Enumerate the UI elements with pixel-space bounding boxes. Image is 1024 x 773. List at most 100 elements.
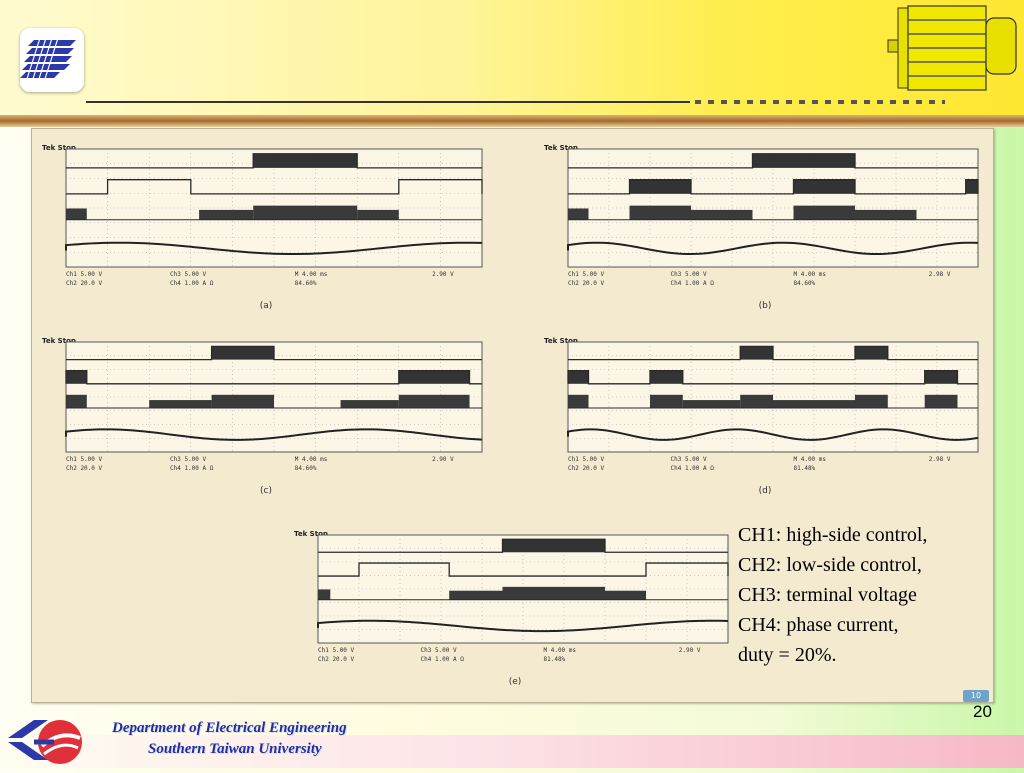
scope-noise-band xyxy=(502,586,605,600)
note-ch4: CH4: phase current, xyxy=(738,614,899,636)
header-rule xyxy=(86,101,690,103)
header-dashed-rule xyxy=(695,100,945,104)
scope-pwm-block xyxy=(965,179,978,194)
scope-pwm-block xyxy=(629,179,691,194)
scope-readout: M 4.00 ms xyxy=(295,456,328,463)
scope-noise-band xyxy=(253,205,358,220)
scope-trace xyxy=(66,153,482,169)
scope-noise-band xyxy=(691,209,753,220)
note-ch3: CH3: terminal voltage xyxy=(738,584,917,606)
scope-pwm-block xyxy=(253,153,358,168)
scope-noise-band xyxy=(398,394,470,408)
scope-readout: Ch3 5.00 V xyxy=(170,456,207,463)
footer-band xyxy=(0,735,1024,768)
header-divider-bar xyxy=(0,115,1024,127)
scope-pwm-block xyxy=(740,346,773,360)
scope-noise-band xyxy=(568,208,589,220)
scope-noise-band xyxy=(66,394,87,408)
university-name: Southern Taiwan University xyxy=(148,741,322,757)
scope-pwm-block xyxy=(752,153,855,168)
page-number: 20 xyxy=(973,702,992,721)
scope-caption: (d) xyxy=(758,486,772,496)
scope-noise-band xyxy=(650,394,683,408)
scope-readout: Ch4 1.00 A Ω xyxy=(170,280,214,287)
scope-noise-band xyxy=(318,589,331,600)
note-ch2: CH2: low-side control, xyxy=(738,554,922,576)
scope-trace xyxy=(567,369,978,385)
scope-readout: 2.98 V xyxy=(929,271,951,278)
scope-d: Tek Stop Ch1 5.00 V Ch2 20.0 V Ch3 5.00 V Ch… xyxy=(540,334,990,509)
scope-readout: Ch2 20.0 V xyxy=(66,465,103,472)
scope-header: Tek Stop xyxy=(42,144,76,152)
scope-trace xyxy=(568,179,979,195)
scope-readout: Ch4 1.00 A Ω xyxy=(421,656,465,663)
scope-pwm-block xyxy=(568,370,589,384)
scope-readout: Ch4 1.00 A Ω xyxy=(170,465,214,472)
scope-readout: M 4.00 ms xyxy=(794,271,827,278)
scope-pwm-block xyxy=(66,370,87,384)
scope-readout: 81.48% xyxy=(794,465,816,472)
channel-notes: CH1: high-side control, CH2: low-side co… xyxy=(738,520,998,670)
scope-noise-band xyxy=(855,394,888,408)
scope-c: Tek Stop Ch1 5.00 V Ch2 20.0 V Ch3 5.00 V Ch… xyxy=(38,334,494,509)
scope-readout: Ch4 1.00 A Ω xyxy=(671,280,715,287)
scope-noise-band xyxy=(855,209,917,220)
scope-readout: M 4.00 ms xyxy=(544,647,577,654)
scope-readout: Ch2 20.0 V xyxy=(568,465,605,472)
scope-readout: Ch2 20.0 V xyxy=(568,280,605,287)
scope-readout: Ch2 20.0 V xyxy=(318,656,355,663)
scope-trace xyxy=(568,153,978,169)
scope-noise-band xyxy=(629,205,691,220)
scope-caption: (e) xyxy=(508,677,522,687)
scope-trace xyxy=(66,179,483,195)
scope-header: Tek Stop xyxy=(42,337,76,345)
scope-header: Tek Stop xyxy=(544,337,578,345)
scope-readout: Ch4 1.00 A Ω xyxy=(671,465,715,472)
scope-e: Tek Stop Ch1 5.00 V Ch2 20.0 V Ch3 5.00 V Ch… xyxy=(290,527,740,697)
scope-readout: M 4.00 ms xyxy=(794,456,827,463)
scope-noise-band xyxy=(605,590,646,600)
scope-caption: (a) xyxy=(259,301,273,311)
waveform-panel: Tek Stop Ch1 5.00 V Ch2 20.0 V Ch3 5.00 V Ch… xyxy=(31,128,994,703)
scope-noise-band xyxy=(199,209,254,220)
scope-b: Tek Stop Ch1 5.00 V Ch2 20.0 V Ch3 5.00 V Ch… xyxy=(540,141,990,316)
scope-noise-band xyxy=(773,400,855,408)
scope-noise-band xyxy=(568,394,589,408)
scope-readout: 2.90 V xyxy=(432,271,454,278)
department-logo-icon xyxy=(4,716,94,768)
scope-readout: 2.90 V xyxy=(432,456,454,463)
scope-noise-band xyxy=(357,209,399,220)
scope-readout: Ch3 5.00 V xyxy=(671,456,708,463)
scope-readout: Ch3 5.00 V xyxy=(170,271,207,278)
scope-noise-band xyxy=(449,590,503,600)
scope-trace xyxy=(65,369,482,385)
scope-trace xyxy=(567,428,979,441)
scope-noise-band xyxy=(924,394,958,408)
scope-readout: Ch1 5.00 V xyxy=(66,456,103,463)
scope-readout: Ch2 20.0 V xyxy=(66,280,103,287)
scope-trace xyxy=(65,241,483,256)
scope-pwm-block xyxy=(502,539,605,553)
scope-noise-band xyxy=(682,400,741,408)
slide-badge: 10 xyxy=(963,690,989,702)
scope-readout: Ch1 5.00 V xyxy=(66,271,103,278)
scope-readout: 84.60% xyxy=(794,280,816,287)
scope-trace xyxy=(318,562,729,577)
scope-readout: 81.48% xyxy=(544,656,566,663)
scope-trace xyxy=(568,345,978,361)
scope-pwm-block xyxy=(793,179,855,194)
scope-readout: M 4.00 ms xyxy=(295,271,328,278)
scope-a: Tek Stop Ch1 5.00 V Ch2 20.0 V Ch3 5.00 V Ch… xyxy=(38,141,494,316)
scope-pwm-block xyxy=(924,370,958,384)
scope-pwm-block xyxy=(855,346,888,360)
university-logo xyxy=(20,28,84,92)
scope-pwm-block xyxy=(398,370,470,384)
scope-readout: 2.90 V xyxy=(679,647,701,654)
scope-pwm-block xyxy=(650,370,683,384)
scope-trace xyxy=(318,538,728,553)
scope-noise-band xyxy=(740,394,773,408)
scope-readout: Ch1 5.00 V xyxy=(568,456,605,463)
scope-pwm-block xyxy=(211,346,274,360)
scope-readout: 84.60% xyxy=(295,280,317,287)
scope-noise-band xyxy=(793,205,855,220)
